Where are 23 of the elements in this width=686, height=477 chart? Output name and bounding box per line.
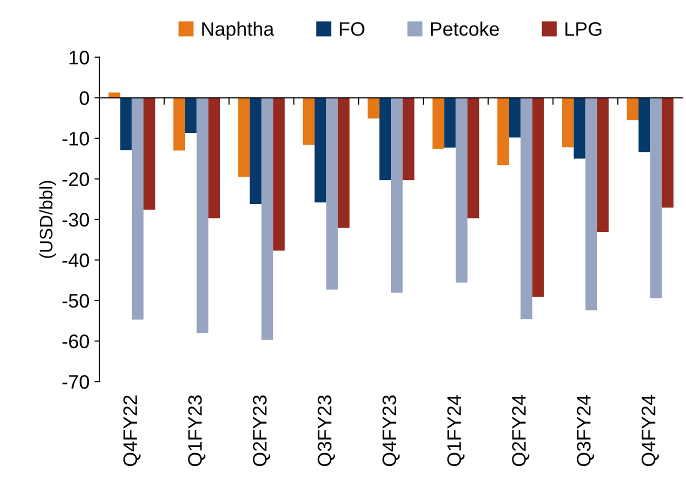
y-tick-label: -20	[62, 172, 89, 186]
y-tick-label: 10	[70, 50, 89, 64]
legend-label: LPG	[565, 22, 602, 36]
x-tick-label: Q4FY23	[382, 395, 400, 466]
y-axis-title: (USD/bbl)	[39, 180, 56, 258]
y-tick-label: -50	[62, 294, 89, 308]
x-tick-label: Q4FY24	[642, 395, 659, 466]
x-tick-label: Q1FY24	[447, 395, 465, 466]
x-tick-label: Q1FY23	[188, 395, 206, 466]
legend-label: FO	[340, 22, 364, 36]
y-tick-label: 0	[80, 91, 89, 106]
y-tick-label: -70	[62, 375, 89, 389]
y-tick-label: -30	[62, 212, 89, 227]
y-tick-label: -40	[62, 253, 89, 268]
legend-label: Naphtha	[202, 22, 274, 40]
x-tick-label: Q3FY24	[576, 395, 594, 466]
x-tick-label: Q4FY22	[123, 396, 141, 466]
x-tick-label: Q3FY23	[318, 395, 335, 466]
y-tick-label: -60	[62, 334, 89, 348]
legend-label: Petcoke	[431, 22, 499, 36]
x-tick-label: Q2FY24	[512, 395, 530, 466]
y-tick-label: -10	[62, 132, 89, 146]
x-tick-label: Q2FY23	[252, 395, 270, 466]
